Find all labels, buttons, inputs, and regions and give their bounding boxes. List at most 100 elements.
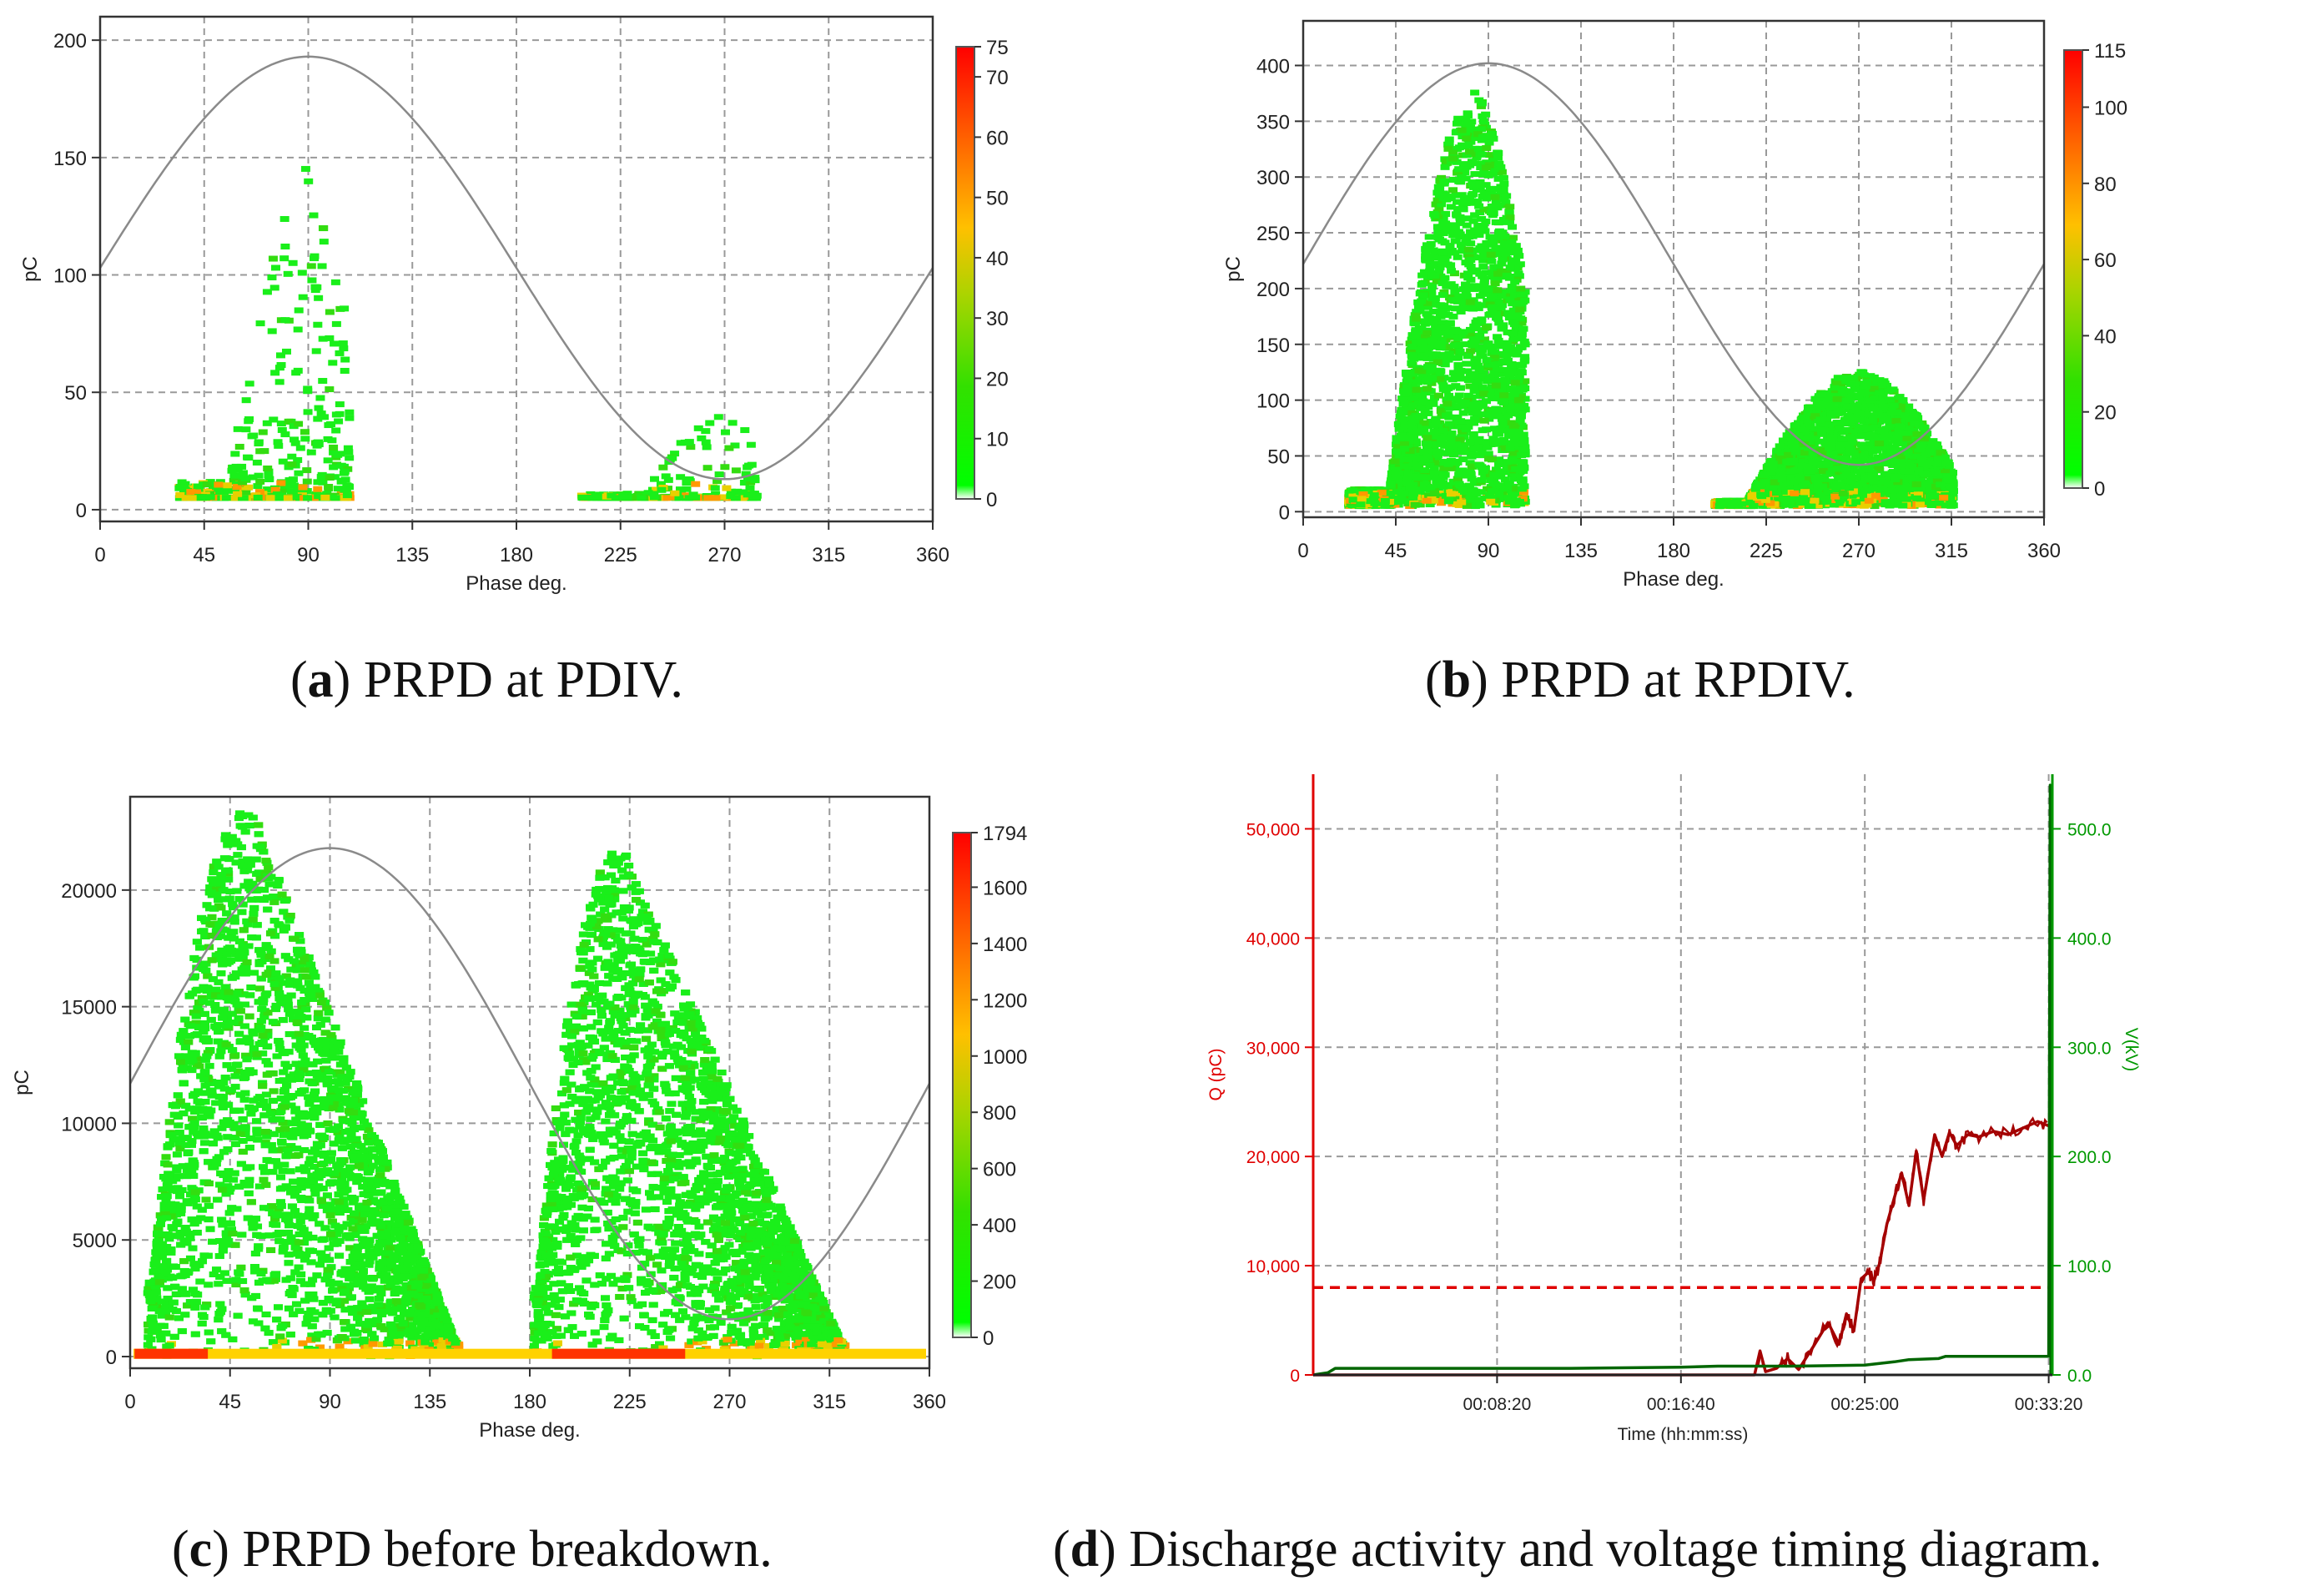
scatter-point — [686, 444, 696, 451]
scatter-point — [1504, 218, 1514, 224]
scatter-point — [329, 449, 339, 456]
colorbar-tick-label: 20 — [986, 368, 1009, 390]
scatter-point — [1399, 490, 1409, 496]
scatter-point — [309, 212, 319, 219]
scatter-point — [1514, 374, 1524, 380]
scatter-point — [1452, 328, 1462, 335]
scatter-point — [1422, 435, 1432, 441]
scatter-point — [219, 486, 229, 492]
scatter-point — [1493, 437, 1503, 444]
scatter-point — [1444, 405, 1454, 411]
scatter-point — [342, 492, 352, 499]
scatter-point — [1417, 355, 1427, 361]
scatter-point — [1433, 392, 1443, 399]
scatter-point — [1471, 408, 1481, 415]
scatter-point — [1483, 451, 1493, 457]
scatter-point — [1483, 172, 1493, 179]
scatter-point — [1432, 451, 1443, 458]
scatter-point — [1429, 210, 1439, 217]
scatter-point — [1456, 418, 1466, 425]
scatter-point — [1490, 349, 1500, 355]
scatter-point — [1427, 291, 1437, 298]
scatter-point — [1393, 444, 1403, 451]
scatter-point — [1425, 268, 1435, 274]
scatter-point — [304, 178, 314, 184]
scatter-point — [202, 481, 212, 487]
scatter-point — [1451, 355, 1461, 361]
scatter-point — [1486, 408, 1496, 415]
scatter-point — [1415, 308, 1425, 315]
scatter-point — [1472, 267, 1482, 274]
scatter-point — [1437, 201, 1447, 208]
scatter-point — [1453, 199, 1463, 205]
scatter-point — [1403, 475, 1413, 481]
scatter-point — [1453, 205, 1463, 212]
scatter-points — [1344, 89, 1958, 510]
scatter-point — [1510, 279, 1520, 285]
scatter-point — [1460, 399, 1470, 405]
scatter-point — [1518, 386, 1528, 393]
scatter-point — [174, 485, 184, 491]
scatter-point — [1448, 297, 1458, 304]
scatter-point — [1497, 406, 1507, 413]
scatter-point — [1392, 498, 1402, 505]
scatter-point — [1431, 429, 1441, 436]
scatter-point — [602, 493, 612, 500]
scatter-point — [649, 491, 659, 497]
scatter-point — [1470, 283, 1480, 289]
scatter-point — [1392, 469, 1402, 476]
scatter-point — [1402, 376, 1412, 383]
x-tick-label: 135 — [395, 544, 429, 566]
scatter-point — [325, 475, 335, 481]
scatter-point — [1481, 164, 1491, 171]
scatter-point — [1498, 420, 1508, 426]
scatter-point — [323, 457, 333, 464]
scatter-point — [1453, 115, 1463, 122]
scatter-point — [1450, 249, 1460, 256]
scatter-point — [1463, 274, 1473, 281]
scatter-point — [1467, 130, 1477, 137]
scatter-point — [1445, 320, 1455, 326]
scatter-point — [1412, 339, 1422, 345]
scatter-point — [1489, 395, 1499, 401]
scatter-point — [340, 486, 350, 493]
scatter-point — [1402, 384, 1412, 390]
scatter-point — [1478, 224, 1488, 230]
scatter-point — [1408, 473, 1418, 480]
scatter-point — [1477, 448, 1487, 455]
scatter-point — [1878, 453, 1888, 460]
scatter-point — [1491, 377, 1501, 384]
scatter-point — [1458, 467, 1468, 474]
scatter-point — [1419, 420, 1429, 426]
scatter-point — [300, 436, 310, 442]
scatter-point — [1480, 473, 1490, 480]
scatter-point — [1465, 299, 1475, 305]
scatter-point — [652, 486, 662, 493]
scatter-point — [1424, 234, 1434, 240]
scatter-point — [1478, 346, 1488, 353]
scatter-point — [1415, 376, 1425, 383]
scatter-point — [1485, 152, 1495, 159]
scatter-point — [1508, 350, 1518, 357]
scatter-point — [313, 440, 323, 446]
scatter-point — [1499, 436, 1509, 443]
scatter-point — [607, 492, 617, 499]
scatter-point — [1467, 269, 1477, 275]
scatter-point — [336, 462, 346, 469]
scatter-point — [1491, 219, 1501, 225]
scatter-point — [1489, 373, 1499, 380]
scatter-point — [1392, 448, 1402, 455]
scatter-point — [712, 478, 723, 485]
x-tick-label: 225 — [604, 544, 637, 566]
scatter-point — [1488, 212, 1498, 219]
scatter-point — [255, 320, 265, 327]
scatter-point — [335, 401, 345, 408]
scatter-point — [205, 494, 215, 501]
scatter-point — [1494, 299, 1504, 305]
scatter-point — [280, 431, 290, 438]
scatter-point — [1493, 315, 1503, 322]
scatter-point — [1805, 423, 1815, 430]
scatter-point — [1436, 407, 1446, 414]
scatter-point — [1508, 335, 1518, 342]
scatter-point — [1475, 183, 1485, 189]
